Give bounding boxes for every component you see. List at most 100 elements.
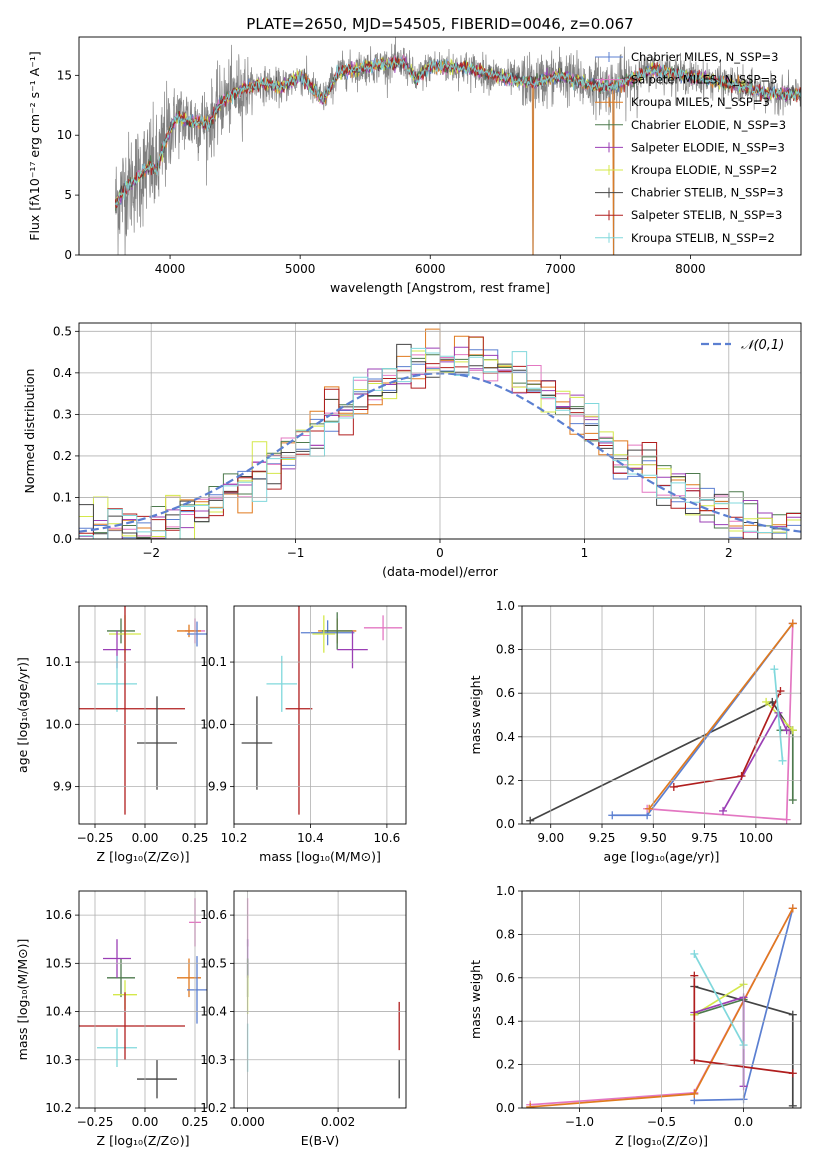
weight-series-line [722, 710, 788, 812]
axes-frame [233, 605, 407, 825]
y-tick-label: 0.6 [496, 971, 515, 985]
legend-label: Kroupa MILES, N_SSP=3 [631, 95, 770, 109]
panel-residuals: −2 −1 0 1 2 0.0 0.1 0.2 0.3 0.4 0.5 (data-model)/er… [22, 322, 802, 579]
x-tick-label: 5000 [285, 262, 316, 276]
weight-series-line [694, 996, 745, 1087]
y-tick-label: 0.3 [53, 407, 72, 421]
x-tick-label: 8000 [675, 262, 706, 276]
plot-area [114, 37, 801, 255]
chart-title: PLATE=2650, MJD=54505, FIBERID=0046, z=0… [246, 15, 633, 33]
y-tick-label: 0 [64, 248, 72, 262]
y-tick-label: 10.4 [200, 1005, 227, 1019]
x-tick-label: 10.2 [221, 831, 248, 845]
y-tick-label: 0.5 [53, 324, 72, 338]
legend-label: Kroupa STELIB, N_SSP=2 [631, 231, 775, 245]
x-axis-label: (data-model)/error [382, 564, 499, 579]
plot-area [246, 898, 400, 1099]
panel-weight-vs-age: 9.00 9.25 9.50 9.75 10.00 0.0 0.2 0.4 0.6 0.8 1.0 a… [468, 599, 802, 864]
x-tick-label: −0.25 [77, 831, 114, 845]
x-axis-label: Z [log₁₀(Z/Z⊙)] [97, 1133, 190, 1148]
legend-label: Kroupa ELODIE, N_SSP=2 [631, 163, 777, 177]
y-tick-label: 9.9 [53, 780, 72, 794]
x-tick-label: 2 [725, 546, 733, 560]
x-axis-label: age [log₁₀(age/yr)] [604, 849, 720, 864]
spectrum-model-line [115, 57, 801, 207]
y-tick-label: 5 [64, 188, 72, 202]
weight-series-line [612, 622, 794, 817]
x-tick-label: 0.00 [132, 1115, 159, 1129]
y-tick-label: 0.4 [496, 1014, 515, 1028]
weight-series-line [648, 622, 794, 810]
axes-frame [78, 605, 208, 825]
y-tick-label: 10.5 [200, 956, 227, 970]
weight-series-line [693, 953, 745, 1046]
y-axis-label: mass [log₁₀(M/M⊙)] [15, 939, 30, 1061]
y-tick-label: 15 [57, 68, 72, 82]
y-axis-label: age [log₁₀(age/yr)] [15, 657, 30, 773]
panel-spectrum: 4000 5000 6000 7000 8000 0 5 10 15 wavelength [An… [27, 15, 802, 295]
x-tick-label: −1 [287, 546, 305, 560]
x-tick-label: 0.25 [182, 1115, 209, 1129]
y-tick-label: 0.2 [53, 449, 72, 463]
x-tick-label: 4000 [155, 262, 186, 276]
y-tick-label: 1.0 [496, 884, 515, 898]
x-tick-label: 10.6 [374, 831, 401, 845]
x-axis-label: Z [log₁₀(Z/Z⊙)] [97, 849, 190, 864]
x-tick-label: 0.25 [182, 831, 209, 845]
axes-frame [521, 890, 802, 1109]
y-tick-label: 1.0 [496, 599, 515, 613]
y-axis-label: mass weight [468, 675, 483, 754]
y-tick-label: 0.1 [53, 490, 72, 504]
y-tick-label: 0.8 [496, 643, 515, 657]
y-tick-label: 10.4 [45, 1005, 72, 1019]
y-tick-label: 10.0 [45, 717, 72, 731]
panel-mass-vs-EBV: 0.000 0.002 10.2 10.3 10.4 10.5 10.6 E(B-V) [200, 890, 407, 1148]
weight-series-line [780, 729, 794, 801]
plot-area [526, 619, 797, 824]
x-axis-label: mass [log₁₀(M/M⊙)] [259, 849, 381, 864]
y-tick-label: 10.2 [200, 1101, 227, 1115]
y-tick-label: 10.6 [45, 908, 72, 922]
x-tick-label: 9.25 [589, 831, 616, 845]
y-tick-label: 10.6 [200, 908, 227, 922]
x-tick-label: 9.75 [691, 831, 718, 845]
legend-label: Chabrier ELODIE, N_SSP=3 [631, 118, 786, 132]
plot-area [79, 898, 207, 1099]
y-tick-label: 10.3 [200, 1053, 227, 1067]
y-axis-label: Flux [fλ10⁻¹⁷ erg cm⁻² s⁻¹ A⁻¹] [27, 51, 42, 240]
x-tick-label: 9.00 [537, 831, 564, 845]
x-axis-label: Z [log₁₀(Z/Z⊙)] [615, 1133, 708, 1148]
x-tick-label: −0.25 [77, 1115, 114, 1129]
legend-label: Chabrier STELIB, N_SSP=3 [631, 186, 783, 200]
plot-area [79, 606, 207, 815]
legend-label: 𝒩(0,1) [741, 338, 784, 353]
y-tick-label: 10.1 [45, 655, 72, 669]
y-tick-label: 0.2 [496, 1058, 515, 1072]
x-tick-label: 9.50 [640, 831, 667, 845]
y-tick-label: 10.0 [200, 717, 227, 731]
x-tick-label: 10.00 [739, 831, 773, 845]
y-tick-label: 0.0 [53, 532, 72, 546]
legend-label: Salpeter ELODIE, N_SSP=3 [631, 140, 785, 154]
y-tick-label: 0.6 [496, 686, 515, 700]
y-tick-label: 0.4 [496, 730, 515, 744]
x-tick-label: 0.0 [734, 1115, 753, 1129]
x-tick-label: 6000 [415, 262, 446, 276]
x-axis-label: wavelength [Angstrom, rest frame] [330, 280, 550, 295]
x-axis-label: E(B-V) [301, 1133, 340, 1148]
x-tick-label: 0.000 [230, 1115, 264, 1129]
y-tick-label: 10 [57, 128, 72, 142]
axes-frame [521, 605, 802, 825]
weight-series-line [773, 669, 784, 761]
x-tick-label: −2 [142, 546, 160, 560]
weight-series-line [694, 998, 744, 1016]
legend: Chabrier MILES, N_SSP=3 Salpeter MILES, N… [595, 50, 786, 245]
legend-label: Chabrier MILES, N_SSP=3 [631, 50, 778, 64]
legend-label: Salpeter MILES, N_SSP=3 [631, 73, 777, 87]
y-axis-label: mass weight [468, 960, 483, 1039]
x-tick-label: 1 [581, 546, 589, 560]
y-tick-label: 10.3 [45, 1053, 72, 1067]
y-tick-label: 0.4 [53, 366, 72, 380]
y-tick-label: 0.0 [496, 817, 515, 831]
